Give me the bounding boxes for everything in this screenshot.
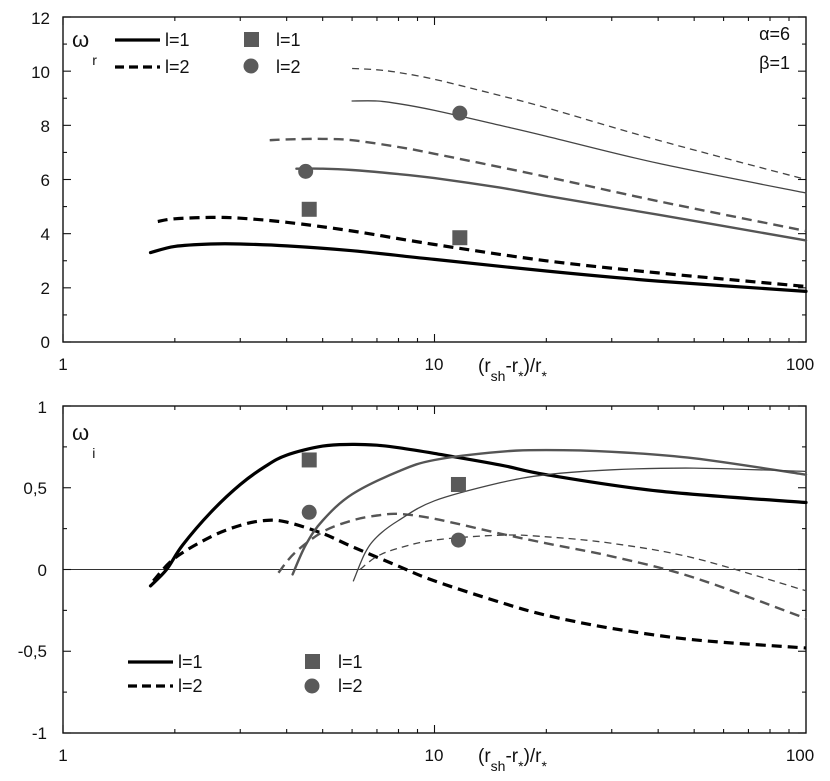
series-line xyxy=(295,167,808,242)
y-tick-labels-top: 0 2 4 6 8 10 12 xyxy=(31,9,50,352)
x-tick-label: 1 xyxy=(58,355,67,374)
ticks-bottom xyxy=(62,405,806,734)
markers-top xyxy=(298,105,468,246)
x-axis-label-top: (rsh-r*)/r* xyxy=(478,356,548,384)
x-tick-label: 100 xyxy=(786,746,814,765)
y-tick-label: 10 xyxy=(31,63,50,82)
legend-circle-marker xyxy=(304,678,320,694)
legend-label: l=2 xyxy=(178,676,203,696)
x-axis-label-bottom: (rsh-r*)/r* xyxy=(478,746,548,774)
x-tick-label: 1 xyxy=(58,746,67,765)
y-tick-label: 0,5 xyxy=(23,479,47,498)
series-line xyxy=(148,442,808,588)
legend-label: l=2 xyxy=(276,57,301,77)
legend-label: l=2 xyxy=(165,57,190,77)
y-tick-label: 0 xyxy=(38,561,47,580)
legend-top: l=1 l=2 l=1 l=2 xyxy=(115,30,301,77)
data-marker-circle xyxy=(452,105,468,121)
panel-top: 0 2 4 6 8 10 12 1 10 100 ωr (rsh-r*)/r* … xyxy=(31,9,814,384)
param-beta: β=1 xyxy=(759,53,790,73)
x-tick-label: 100 xyxy=(786,355,814,374)
y-tick-label: 2 xyxy=(41,279,50,298)
series-line xyxy=(359,534,807,592)
legend-bottom: l=1 l=2 l=1 l=2 xyxy=(128,652,363,696)
series-line xyxy=(291,448,808,576)
data-marker-circle xyxy=(450,532,466,548)
data-marker-square xyxy=(301,201,317,217)
series-line xyxy=(351,100,807,194)
legend-label: l=1 xyxy=(276,30,301,50)
data-marker-circle xyxy=(298,163,314,179)
curves-bottom xyxy=(148,442,808,650)
curves-top xyxy=(148,67,808,293)
x-tick-label: 10 xyxy=(425,355,444,374)
legend-square-marker xyxy=(244,32,259,47)
data-marker-circle xyxy=(301,504,317,520)
y-tick-label: 0 xyxy=(41,333,50,352)
y-axis-label-top: ωr xyxy=(72,27,97,68)
markers-bottom xyxy=(301,452,466,548)
panel-bottom: -1 -0,5 0 0,5 1 1 10 100 ωi (rsh-r*)/r* … xyxy=(18,398,814,774)
y-tick-label: -1 xyxy=(32,724,47,743)
series-line xyxy=(157,215,807,289)
legend-label: l=2 xyxy=(338,676,363,696)
series-line xyxy=(352,467,807,582)
y-axis-label-bottom: ωi xyxy=(72,420,95,461)
legend-square-marker xyxy=(305,654,320,669)
x-tick-labels-bottom: 1 10 100 xyxy=(58,746,814,765)
data-marker-square xyxy=(452,230,468,246)
y-tick-label: 6 xyxy=(41,171,50,190)
series-line xyxy=(152,518,807,650)
y-tick-labels-bottom: -1 -0,5 0 0,5 1 xyxy=(18,398,47,743)
legend-circle-marker xyxy=(243,58,259,74)
series-line xyxy=(269,137,807,233)
y-tick-label: -0,5 xyxy=(18,642,47,661)
data-marker-square xyxy=(450,476,466,492)
legend-label: l=1 xyxy=(338,652,363,672)
y-tick-label: 12 xyxy=(31,9,50,28)
y-tick-label: 8 xyxy=(41,117,50,136)
series-line xyxy=(352,67,807,181)
ticks-top xyxy=(62,16,806,343)
legend-label: l=1 xyxy=(165,30,190,50)
y-tick-label: 4 xyxy=(41,225,50,244)
series-line xyxy=(277,512,807,620)
x-tick-label: 10 xyxy=(425,746,444,765)
param-alpha: α=6 xyxy=(759,24,790,44)
y-tick-label: 1 xyxy=(38,398,47,417)
x-tick-labels-top: 1 10 100 xyxy=(58,355,814,374)
data-marker-square xyxy=(301,452,317,468)
series-line xyxy=(148,242,808,293)
legend-label: l=1 xyxy=(178,652,203,672)
